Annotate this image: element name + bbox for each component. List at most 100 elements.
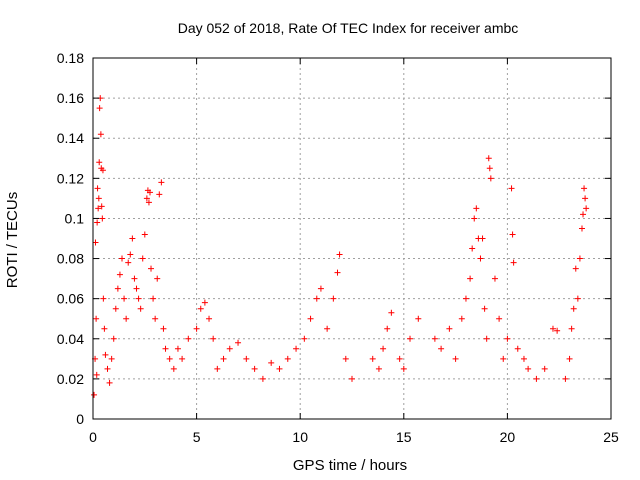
data-point (462, 295, 469, 302)
x-axis-label: GPS time / hours (293, 457, 407, 474)
data-point (336, 251, 343, 258)
data-point (104, 365, 111, 372)
data-point (123, 315, 130, 322)
data-point (574, 295, 581, 302)
data-point (330, 295, 337, 302)
data-point (152, 315, 159, 322)
data-point (481, 305, 488, 312)
data-point (112, 305, 119, 312)
data-point (452, 355, 459, 362)
data-point (156, 191, 163, 198)
data-point (131, 275, 138, 282)
data-point (479, 235, 486, 242)
x-tick-label: 15 (396, 429, 412, 445)
data-point (150, 295, 157, 302)
y-tick-label: 0.1 (65, 210, 85, 226)
data-point (500, 355, 507, 362)
data-point (94, 185, 101, 192)
data-point (206, 315, 213, 322)
data-point (185, 335, 192, 342)
data-point (127, 251, 134, 258)
data-point (276, 365, 283, 372)
data-point (116, 271, 123, 278)
data-point (220, 355, 227, 362)
data-point (133, 285, 140, 292)
data-point (400, 365, 407, 372)
data-point (349, 375, 355, 382)
y-tick-label: 0.18 (57, 50, 84, 66)
data-point (93, 371, 100, 378)
data-point (268, 359, 275, 366)
data-point (384, 325, 391, 332)
data-point (582, 195, 589, 202)
data-point (541, 365, 548, 372)
data-point (110, 335, 117, 342)
data-point (554, 327, 561, 334)
data-point (154, 275, 161, 282)
data-point (95, 195, 102, 202)
data-point (496, 315, 503, 322)
data-point (96, 159, 103, 166)
data-point (504, 335, 511, 342)
data-point (146, 189, 153, 196)
data-point (119, 255, 126, 262)
data-point (509, 231, 516, 238)
data-point (148, 265, 155, 272)
data-point (520, 355, 527, 362)
data-point (566, 355, 573, 362)
data-point (95, 205, 102, 212)
data-point (342, 355, 349, 362)
data-point (514, 345, 521, 352)
data-point (458, 315, 465, 322)
data-point (99, 215, 106, 222)
data-point (259, 375, 266, 382)
y-axis-ticks: 0 0.02 0.04 0.06 0.08 0.1 0.12 0.14 0.16 0.18 (57, 50, 611, 427)
data-point (121, 295, 128, 302)
data-point (162, 345, 169, 352)
data-point (324, 325, 331, 332)
data-point (576, 255, 583, 262)
data-point (375, 365, 382, 372)
data-point (139, 255, 146, 262)
data-point (473, 205, 480, 212)
data-point (568, 325, 575, 332)
data-point (415, 315, 422, 322)
data-point (396, 355, 403, 362)
data-point (491, 275, 498, 282)
x-tick-label: 10 (292, 429, 308, 445)
data-point (407, 335, 414, 342)
data-point (106, 379, 113, 386)
data-point (369, 355, 376, 362)
data-point (243, 355, 250, 362)
data-point (533, 375, 540, 382)
grid (93, 58, 611, 419)
data-point (284, 355, 291, 362)
data-point (580, 211, 587, 218)
data-point (102, 351, 109, 358)
data-point (446, 325, 453, 332)
data-point (214, 365, 221, 372)
data-point (179, 355, 186, 362)
plot-frame (92, 57, 612, 420)
data-point (166, 355, 173, 362)
data-point (193, 325, 200, 332)
data-point (160, 325, 167, 332)
data-point (469, 245, 476, 252)
data-point (301, 335, 308, 342)
data-point (137, 305, 144, 312)
data-point (91, 391, 98, 398)
data-point (210, 335, 217, 342)
data-point (483, 335, 490, 342)
data-point (158, 179, 165, 186)
data-point (293, 345, 300, 352)
data-point (388, 309, 395, 316)
data-point (471, 215, 478, 222)
data-point (313, 295, 320, 302)
data-point (477, 255, 484, 262)
data-point (525, 365, 532, 372)
data-point (486, 165, 493, 172)
data-point (572, 265, 579, 272)
data-point (235, 339, 242, 346)
data-point (578, 225, 585, 232)
